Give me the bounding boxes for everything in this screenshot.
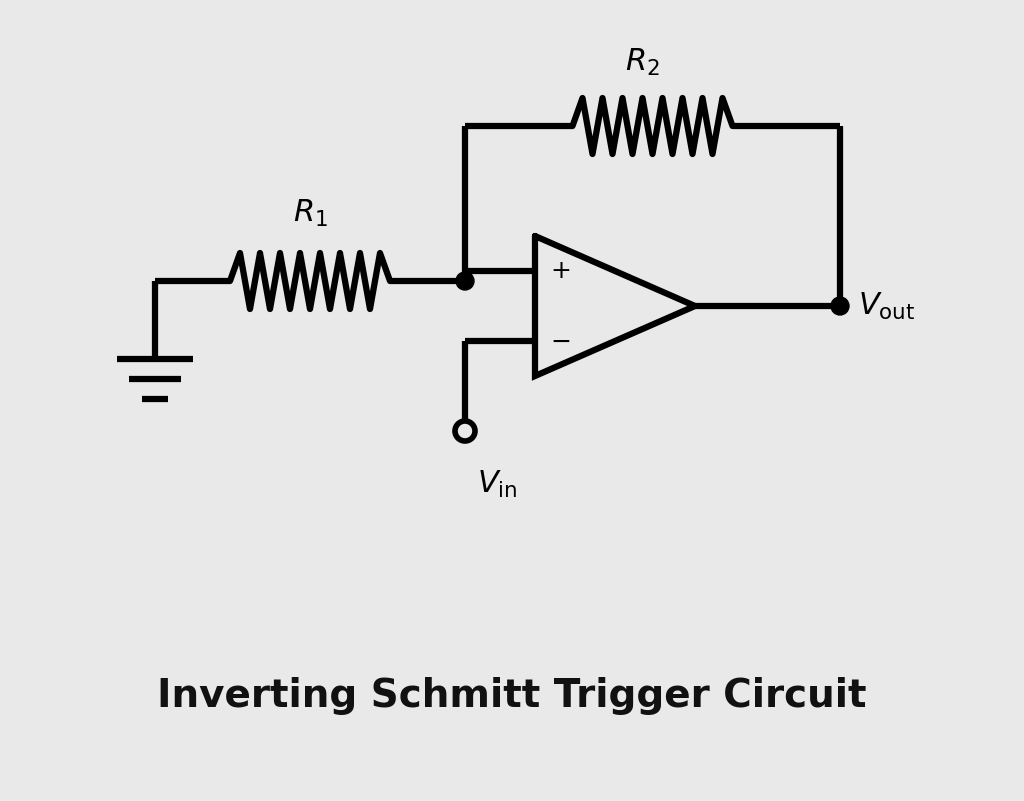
Text: $\mathit{R}_2$: $\mathit{R}_2$ (626, 47, 659, 78)
Circle shape (455, 421, 475, 441)
Text: $-$: $-$ (550, 329, 570, 353)
Text: $+$: $+$ (550, 259, 570, 283)
Text: $\mathit{R}_1$: $\mathit{R}_1$ (293, 198, 328, 229)
Circle shape (831, 297, 849, 315)
Circle shape (456, 272, 474, 290)
Text: $\mathit{V}_{\mathrm{in}}$: $\mathit{V}_{\mathrm{in}}$ (477, 469, 517, 500)
Text: Inverting Schmitt Trigger Circuit: Inverting Schmitt Trigger Circuit (158, 677, 866, 715)
Text: $\mathit{V}_{\mathrm{out}}$: $\mathit{V}_{\mathrm{out}}$ (858, 291, 915, 321)
